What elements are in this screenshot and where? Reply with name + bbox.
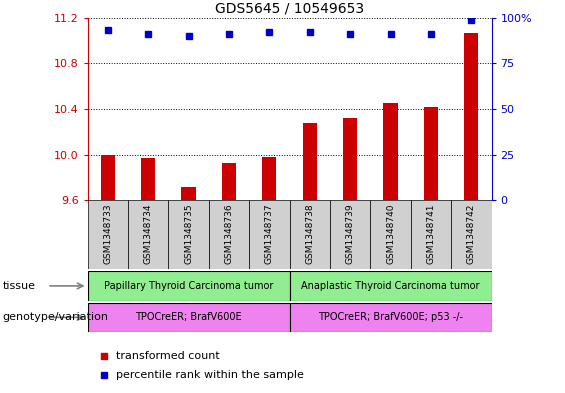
Bar — [249, 200, 289, 269]
Bar — [343, 118, 357, 200]
Bar — [384, 103, 398, 200]
Text: GSM1348742: GSM1348742 — [467, 204, 476, 264]
Bar — [411, 200, 451, 269]
Text: GSM1348736: GSM1348736 — [224, 204, 233, 264]
Text: Anaplastic Thyroid Carcinoma tumor: Anaplastic Thyroid Carcinoma tumor — [301, 281, 480, 291]
Bar — [330, 200, 371, 269]
Bar — [88, 200, 128, 269]
Text: TPOCreER; BrafV600E; p53 -/-: TPOCreER; BrafV600E; p53 -/- — [318, 312, 463, 322]
Bar — [464, 33, 479, 200]
Text: GSM1348735: GSM1348735 — [184, 204, 193, 264]
Bar — [424, 107, 438, 200]
Text: GSM1348733: GSM1348733 — [103, 204, 112, 264]
Bar — [101, 155, 115, 200]
Text: genotype/variation: genotype/variation — [3, 312, 109, 322]
Bar — [262, 157, 276, 200]
Bar — [303, 123, 317, 200]
Bar — [141, 158, 155, 200]
Text: percentile rank within the sample: percentile rank within the sample — [116, 370, 304, 380]
Bar — [451, 200, 492, 269]
Text: GSM1348740: GSM1348740 — [386, 204, 395, 264]
Text: GSM1348737: GSM1348737 — [265, 204, 274, 264]
Bar — [209, 200, 249, 269]
Text: TPOCreER; BrafV600E: TPOCreER; BrafV600E — [135, 312, 242, 322]
Bar — [168, 200, 209, 269]
Bar — [371, 200, 411, 269]
Text: GSM1348734: GSM1348734 — [144, 204, 153, 264]
Text: tissue: tissue — [3, 281, 36, 291]
Bar — [290, 271, 492, 301]
Bar — [88, 271, 290, 301]
Bar — [222, 163, 236, 200]
Text: GSM1348739: GSM1348739 — [346, 204, 355, 264]
Bar — [290, 200, 330, 269]
Title: GDS5645 / 10549653: GDS5645 / 10549653 — [215, 1, 364, 15]
Text: GSM1348738: GSM1348738 — [305, 204, 314, 264]
Bar — [128, 200, 168, 269]
Text: transformed count: transformed count — [116, 351, 220, 361]
Bar — [290, 303, 492, 332]
Text: Papillary Thyroid Carcinoma tumor: Papillary Thyroid Carcinoma tumor — [104, 281, 273, 291]
Bar — [181, 187, 195, 200]
Bar — [88, 303, 290, 332]
Text: GSM1348741: GSM1348741 — [427, 204, 436, 264]
